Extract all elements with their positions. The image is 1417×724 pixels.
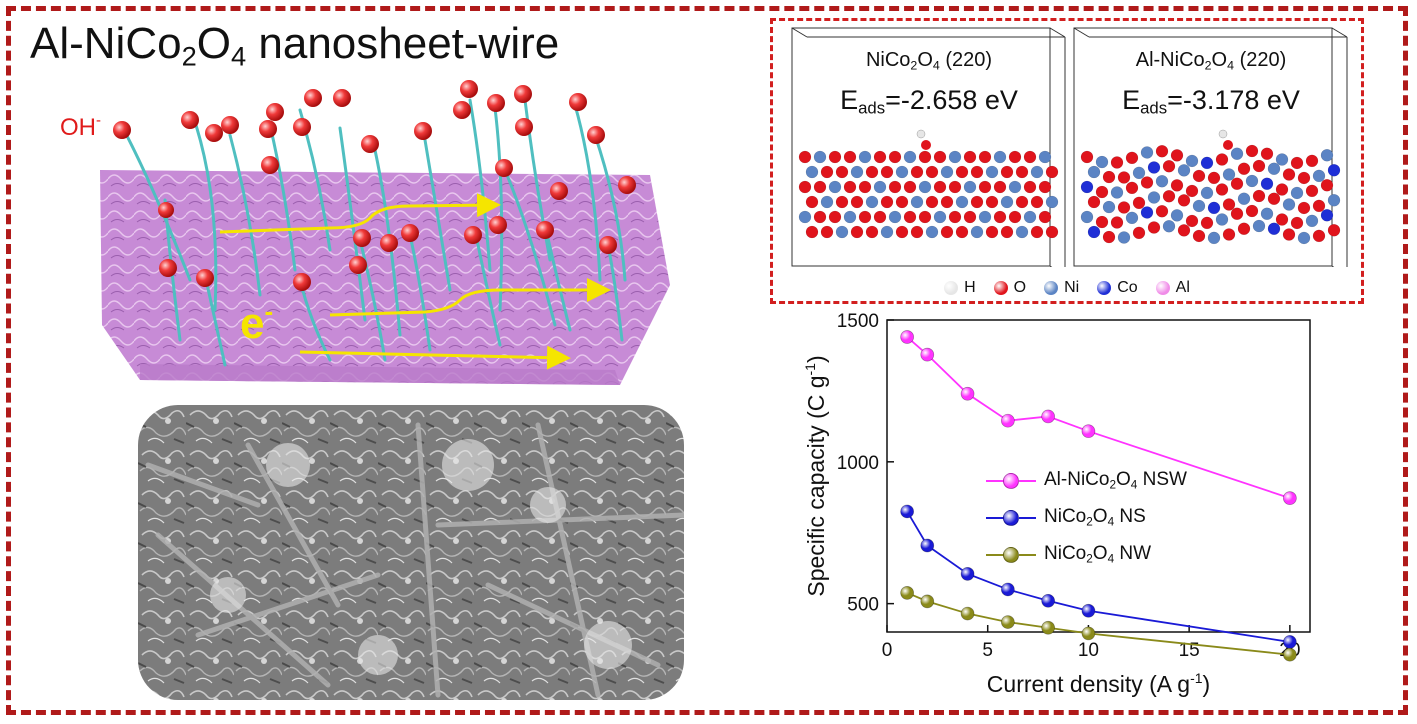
y-tick-label: 1500 [837,311,879,332]
oh-label: OH- [60,112,101,141]
adsorption-energy-1: Eads=-2.658 eV [840,85,1018,118]
atom-legend-label: Co [1117,279,1138,296]
data-point [960,606,975,621]
data-point [900,330,914,344]
atom-ball-icon [944,281,959,295]
atom-legend-label: Al [1175,279,1190,296]
data-point [920,538,935,553]
panel-title-2: Al-NiCo2O4 (220) [1135,49,1287,73]
dft-panel-al-nico2o4: Al-NiCo2O4 (220) Eads=-3.178 eV [1073,27,1349,267]
legend-label: Al-NiCo2O4 NSW [1044,469,1187,492]
x-tick-label: 5 [982,640,993,661]
data-point [1081,626,1096,641]
atom-legend-item: H [944,279,976,297]
atom-legend-label: O [1013,279,1027,296]
data-point [1283,491,1297,505]
data-point [1001,615,1015,629]
atom-legend-label: H [964,279,976,296]
legend-label: NiCo2O4 NW [1044,543,1152,566]
atom-ball-icon [993,281,1008,295]
legend-label: NiCo2O4 NS [1044,506,1146,529]
data-point [1001,582,1015,597]
oh-ions [113,80,636,291]
electron-label: e- [240,296,273,348]
figure-title: Al-NiCo2O4 nanosheet-wire [30,19,560,72]
dft-model-nico2o4 [791,27,1066,267]
sem-micrograph [138,405,684,700]
atom-legend-item: Al [1155,279,1190,297]
legend-entry: NiCo2O4 NS [986,499,1187,536]
slab-atoms [798,129,1059,239]
legend-marker-icon [986,509,1036,526]
atom-legend-item: Ni [1044,279,1079,297]
data-point [900,504,914,519]
legend-marker-icon [986,546,1036,563]
legend-entry: NiCo2O4 NW [986,536,1187,573]
data-point [920,347,935,362]
y-tick-label: 1000 [837,453,879,474]
adsorption-energy-2: Eads=-3.178 eV [1122,85,1300,118]
atom-ball-icon [1044,281,1059,295]
data-point [1041,620,1055,635]
data-point [1283,647,1297,662]
panel-title-1: NiCo2O4 (220) [865,49,993,73]
plot-frame [886,319,1311,633]
y-tick-label: 500 [847,595,879,616]
atom-legend: H O Ni Co Al [773,279,1361,297]
atom-legend-label: Ni [1064,279,1080,296]
data-point [960,567,975,581]
y-axis-label: Specific capacity (C g-1) [802,355,829,596]
data-point [1041,409,1055,424]
data-point [1041,593,1055,608]
capacity-chart: 0510152050010001500Current density (A g-… [802,311,1311,697]
atom-legend-item: Co [1097,279,1138,297]
arrows [219,193,611,370]
atom-ball-icon [1155,281,1170,295]
outer-dashed-frame [6,6,1408,715]
data-point [1081,603,1096,618]
nanowires [123,98,627,367]
x-tick-label: 10 [1078,640,1099,661]
legend-marker-icon [986,472,1036,489]
nanosheet-substrate [100,170,670,385]
data-point [960,386,975,401]
data-point [1283,635,1297,649]
chart-legend: Al-NiCo2O4 NSW NiCo2O4 NS NiCo2O4 NW [986,462,1187,573]
nanosheet-wire-schematic: OH- e- [60,80,670,385]
dft-panel-nico2o4: NiCo2O4 (220) Eads=-2.658 eV [791,27,1067,267]
slab-atoms [1080,129,1341,245]
data-point [1081,424,1096,439]
data-point [1001,413,1015,428]
x-axis-label: Current density (A g-1) [987,670,1210,697]
atom-legend-item: O [993,279,1027,297]
dft-model-al-nico2o4 [1073,27,1348,267]
data-point [920,594,935,609]
legend-entry: Al-NiCo2O4 NSW [986,462,1187,499]
dft-adsorption-panel: NiCo2O4 (220) Eads=-2.658 eV Al-NiCo2O4 … [770,18,1364,304]
x-tick-label: 0 [882,640,893,661]
data-point [900,586,914,600]
atom-ball-icon [1097,281,1112,295]
